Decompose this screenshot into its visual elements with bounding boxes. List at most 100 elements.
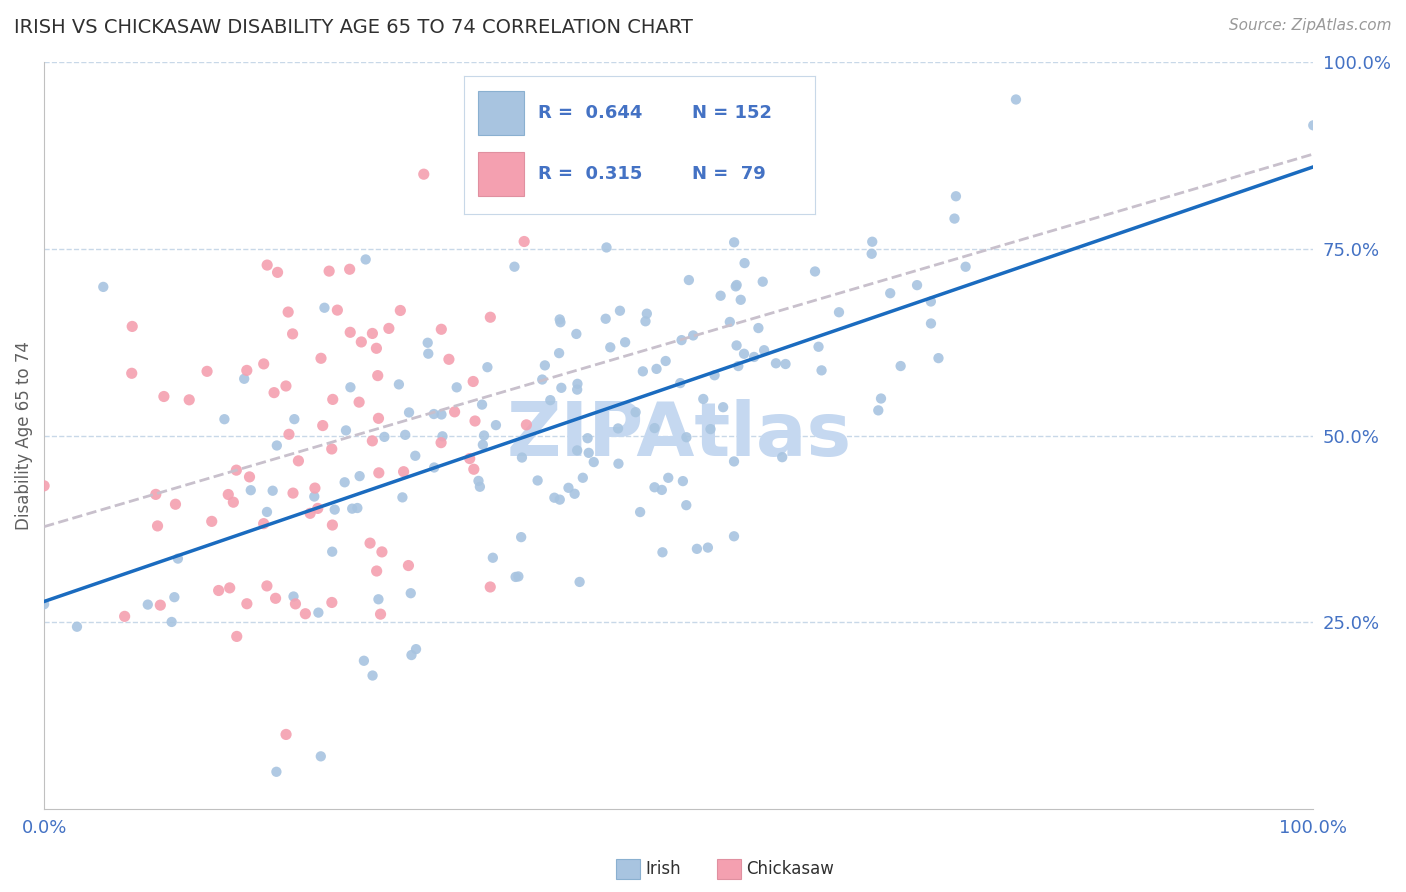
Point [609, 303, 631, 318]
Point [567, 443, 589, 458]
Point [318, 264, 340, 278]
Point [256, 258, 278, 272]
Point [734, 256, 756, 270]
Point [283, 590, 305, 604]
Point [222, 495, 245, 509]
Point [550, 315, 572, 329]
Point [531, 372, 554, 386]
Y-axis label: Disability Age 65 to 74: Disability Age 65 to 74 [15, 342, 32, 530]
Point [366, 564, 388, 578]
Point [399, 586, 422, 600]
Point [32, 597, 55, 611]
Point [371, 545, 394, 559]
Point [359, 536, 381, 550]
Point [322, 392, 344, 407]
Point [657, 471, 679, 485]
Point [262, 483, 284, 498]
Point [389, 303, 412, 318]
Point [482, 550, 505, 565]
Point [416, 335, 439, 350]
Point [548, 312, 571, 326]
Point [361, 326, 384, 341]
Point [651, 483, 673, 497]
Point [479, 310, 502, 325]
Point [266, 438, 288, 452]
Point [340, 501, 363, 516]
Point [274, 727, 297, 741]
Point [607, 421, 630, 435]
Point [367, 368, 389, 383]
Point [548, 346, 571, 360]
Point [920, 294, 942, 309]
Point [458, 451, 481, 466]
Point [508, 569, 530, 583]
Point [724, 279, 747, 293]
Point [686, 541, 709, 556]
Point [430, 435, 453, 450]
Point [91, 280, 114, 294]
Point [711, 401, 734, 415]
Point [412, 167, 434, 181]
Point [675, 430, 697, 444]
Point [354, 252, 377, 267]
Point [361, 434, 384, 448]
Text: N =  79: N = 79 [693, 165, 766, 183]
Point [595, 311, 617, 326]
Point [339, 380, 361, 394]
Point [299, 506, 322, 520]
Point [277, 305, 299, 319]
FancyBboxPatch shape [478, 152, 524, 196]
Point [471, 438, 494, 452]
Point [367, 592, 389, 607]
Point [405, 642, 427, 657]
Point [321, 544, 343, 558]
Text: Irish: Irish [645, 860, 681, 878]
Point [644, 480, 666, 494]
Point [233, 372, 256, 386]
Point [446, 380, 468, 394]
Text: R =  0.644: R = 0.644 [538, 104, 643, 122]
Point [671, 333, 693, 347]
Point [314, 301, 336, 315]
Point [810, 363, 832, 377]
Text: Source: ZipAtlas.com: Source: ZipAtlas.com [1229, 18, 1392, 33]
Point [165, 497, 187, 511]
Point [304, 490, 326, 504]
Point [333, 475, 356, 490]
Point [367, 411, 389, 425]
Point [678, 273, 700, 287]
Point [304, 481, 326, 495]
Point [696, 541, 718, 555]
Point [510, 450, 533, 465]
Point [312, 418, 335, 433]
Point [281, 326, 304, 341]
Point [807, 340, 830, 354]
Point [367, 466, 389, 480]
Point [955, 260, 977, 274]
Point [582, 455, 605, 469]
Point [730, 293, 752, 307]
Point [485, 418, 508, 433]
Point [391, 491, 413, 505]
Point [550, 381, 572, 395]
Point [423, 407, 446, 421]
Point [723, 454, 745, 468]
Point [599, 340, 621, 354]
Point [718, 315, 741, 329]
Point [253, 357, 276, 371]
Point [672, 474, 695, 488]
Point [443, 405, 465, 419]
Point [645, 362, 668, 376]
Text: R =  0.315: R = 0.315 [538, 165, 643, 183]
Point [309, 749, 332, 764]
Point [263, 385, 285, 400]
Point [307, 606, 329, 620]
Point [765, 356, 787, 370]
Point [208, 583, 231, 598]
Point [239, 483, 262, 498]
Point [121, 319, 143, 334]
Point [217, 487, 239, 501]
Point [432, 429, 454, 443]
Point [631, 364, 654, 378]
Point [264, 591, 287, 606]
